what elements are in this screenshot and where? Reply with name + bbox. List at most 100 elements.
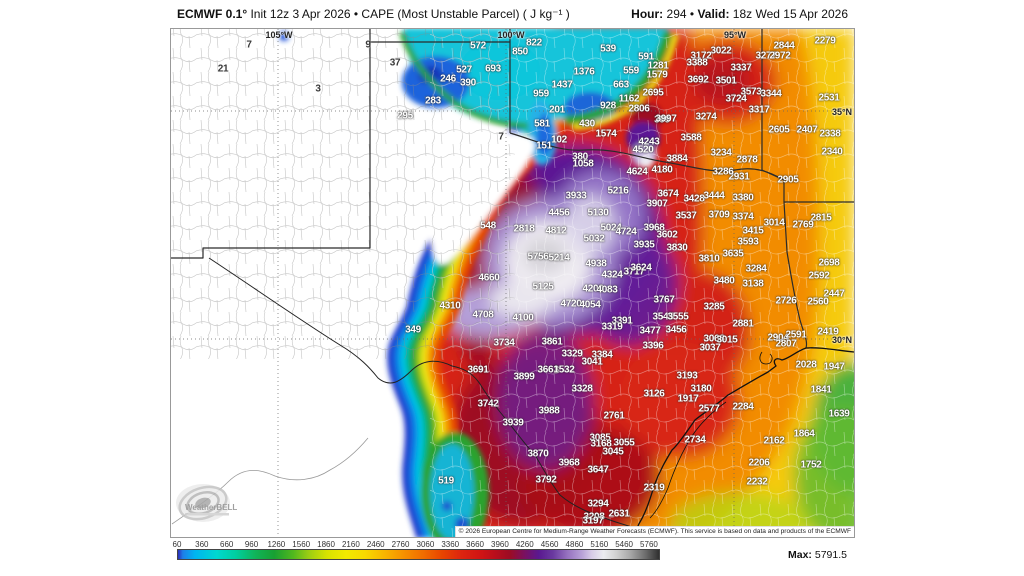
cape-value-label: 3285: [703, 301, 725, 313]
cape-value-label: 4720: [560, 298, 582, 310]
cape-value-label: 3861: [541, 336, 563, 348]
colorbar-max: Max: 5791.5: [788, 549, 847, 561]
cape-value-label: 3388: [686, 57, 708, 69]
cape-value-label: 2818: [513, 223, 535, 235]
cape-value-label: 3041: [581, 356, 603, 368]
valid-time-title: Hour: 294 • Valid: 18z Wed 15 Apr 2026: [631, 7, 848, 21]
cape-value-label: 2761: [603, 410, 625, 422]
colorbar-tick-label: 2460: [366, 540, 385, 549]
cape-value-label: 3444: [703, 190, 725, 202]
cape-value-label: 2972: [769, 50, 791, 62]
cape-value-label: 5125: [532, 281, 554, 293]
cape-value-label: 1281: [647, 60, 669, 72]
cape-value-label: 3997: [655, 113, 677, 125]
cape-value-label: 5130: [587, 207, 609, 219]
cape-value-label: 7: [498, 131, 504, 143]
cape-value-label: 4083: [596, 284, 618, 296]
cape-value-label: 591: [638, 51, 654, 63]
colorbar-tick-label: 1560: [292, 540, 311, 549]
longitude-label: 100°W: [497, 30, 525, 40]
cape-value-label: 2844: [773, 40, 795, 52]
coastline: [636, 347, 854, 537]
cape-value-label: 2881: [732, 318, 754, 330]
cape-value-label: 3380: [732, 192, 754, 204]
cape-value-label: 3661: [537, 364, 559, 376]
cape-value-label: 2591: [785, 329, 807, 341]
cape-value-label: 380: [572, 151, 588, 163]
cape-value-label: 102: [551, 134, 567, 146]
colorbar-tick-label: 1860: [317, 540, 335, 549]
cape-value-label: 3374: [732, 211, 754, 223]
cape-value-label: 539: [600, 43, 616, 55]
cape-value-label: 1917: [677, 393, 699, 405]
cape-value-label: 572: [470, 40, 486, 52]
cape-value-label: 2605: [768, 124, 790, 136]
state-borders: [171, 29, 854, 349]
valid-label: Valid:: [697, 7, 730, 21]
cape-value-label: 3939: [502, 417, 524, 429]
cape-value-label: 3126: [643, 388, 665, 400]
cape-value-label: 1639: [828, 408, 850, 420]
colorbar-tick-label: 3660: [466, 540, 484, 549]
cape-value-label: 2340: [821, 146, 843, 158]
rio-grande-river: [208, 257, 633, 528]
cape-value-label: 2284: [732, 401, 754, 413]
cape-value-label: 7: [246, 39, 252, 51]
colorbar-tick-label: 2160: [341, 540, 360, 549]
latitude-label: 30°N: [831, 335, 853, 345]
longitude-label: 95°W: [723, 30, 747, 40]
cape-value-label: 1574: [595, 128, 617, 140]
cape-value-label: 283: [425, 95, 441, 107]
cape-value-label: 201: [549, 104, 565, 116]
colorbar-tick-label: 5460: [615, 540, 634, 549]
cape-value-label: 581: [534, 118, 550, 130]
cape-value-label: 2447: [823, 288, 845, 300]
cape-value-label: 3734: [493, 337, 515, 349]
model-name: ECMWF 0.1°: [177, 7, 248, 21]
colorbar-tick-label: 4560: [540, 540, 559, 549]
cape-value-label: 3870: [527, 448, 549, 460]
cape-value-label: 2695: [642, 87, 664, 99]
cape-value-label: 2560: [807, 296, 829, 308]
cape-value-label: 3480: [713, 275, 735, 287]
cape-value-label: 3085: [589, 432, 611, 444]
cape-value-label: 3197: [582, 515, 604, 527]
colorbar-tick-label: 660: [219, 540, 234, 549]
max-value: 5791.5: [814, 549, 847, 561]
cape-value-label: 2698: [818, 257, 840, 269]
product-subtitle: Init 12z 3 Apr 2026 • CAPE (Most Unstabl…: [247, 7, 570, 21]
cape-value-label: 693: [485, 63, 501, 75]
cape-value-label: 2162: [763, 435, 785, 447]
cape-value-label: 4243: [638, 136, 660, 148]
cape-value-label: 2407: [796, 124, 818, 136]
cape-value-label: 3742: [477, 398, 499, 410]
cape-value-label: 1864: [793, 428, 815, 440]
cape-value-label: 3045: [602, 446, 624, 458]
colorbar-tick-label: 960: [244, 540, 259, 549]
graticule: [171, 29, 854, 537]
cape-value-label: 151: [536, 140, 552, 152]
cape-value-label: 822: [526, 37, 542, 49]
cape-value-label: 3014: [763, 217, 785, 229]
bullet-separator: •: [689, 7, 695, 21]
cape-value-label: 3193: [676, 370, 698, 382]
cape-value-label: 4310: [439, 300, 461, 312]
cape-value-label: 3602: [656, 229, 678, 241]
colorbar-tick-label: 60: [172, 540, 182, 549]
cape-value-label: 2904: [767, 332, 789, 344]
cape-value-label: 3391: [611, 315, 633, 327]
colorbar-gradient: [177, 549, 660, 560]
cape-value-label: 3724: [725, 93, 747, 105]
cape-value-label: 3284: [745, 263, 767, 275]
cape-value-label: 3396: [642, 340, 664, 352]
cape-value-label: 3593: [737, 236, 759, 248]
cape-value-label: 3899: [513, 371, 535, 383]
cape-value-label: 5024: [600, 222, 622, 234]
cape-value-label: 2734: [684, 434, 706, 446]
colorbar-tick-label: 3360: [441, 540, 460, 549]
cape-value-label: 2769: [792, 219, 814, 231]
colorbar-tick-label: 2760: [391, 540, 410, 549]
cape-value-label: 3168: [590, 438, 612, 450]
cape-value-label: 3968: [558, 457, 580, 469]
